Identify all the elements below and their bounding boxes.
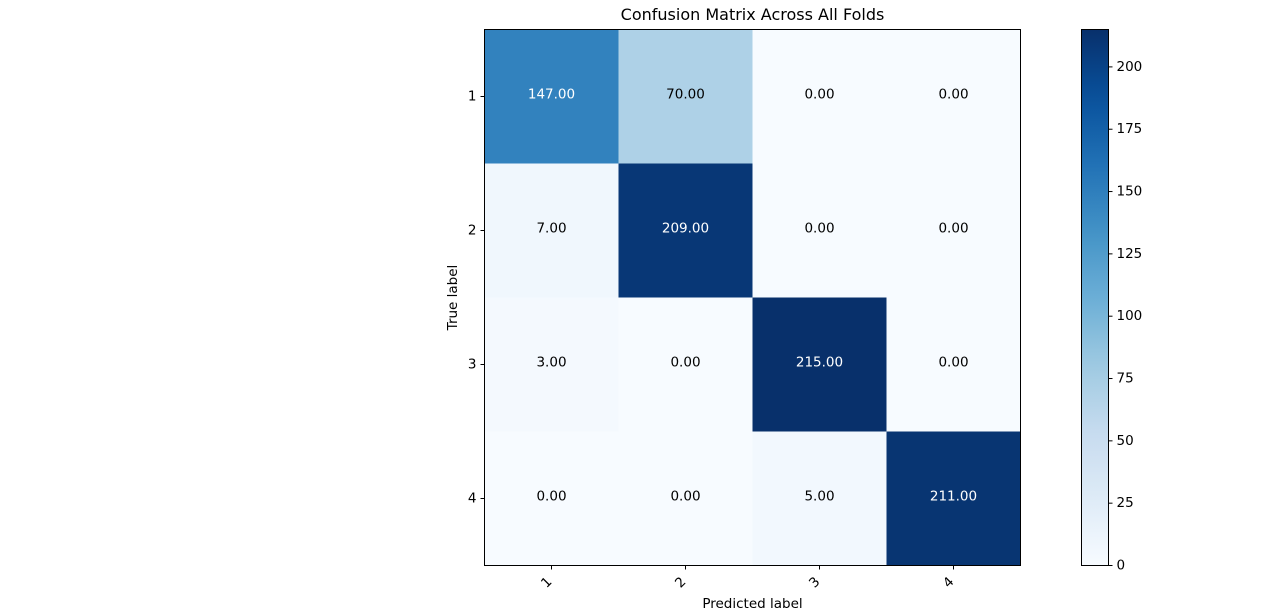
cell-value-label: 0.00 [670, 489, 700, 505]
cell-value-label: 5.00 [804, 489, 834, 505]
heatmap-cell [752, 29, 887, 164]
heatmap-cell [484, 29, 619, 164]
cell-value-label: 0.00 [938, 87, 968, 103]
colorbar-tick-label: 50 [1117, 433, 1134, 449]
heatmap-cell [484, 297, 619, 432]
x-tick-label: 1 [538, 574, 555, 591]
y-axis-ticks: 1 2 3 4 [468, 89, 485, 507]
colorbar-tick-label: 25 [1117, 495, 1134, 511]
colorbar-tick-label: 0 [1117, 558, 1126, 574]
heatmap-cell [752, 431, 887, 566]
colorbar [1081, 29, 1109, 566]
colorbar-ticks: 0 25 50 75 100 125 150 175 200 [1108, 59, 1143, 574]
colorbar-tick-label: 150 [1117, 184, 1143, 200]
heatmap-cell [484, 163, 619, 298]
colorbar-tick-label: 75 [1117, 371, 1134, 387]
heatmap-cell [618, 29, 753, 164]
heatmap-cell [618, 163, 753, 298]
cell-value-label: 209.00 [662, 221, 709, 237]
cell-value-label: 0.00 [938, 221, 968, 237]
colorbar-tick-label: 200 [1117, 59, 1143, 75]
cell-value-label: 7.00 [536, 221, 566, 237]
y-tick-label: 4 [468, 491, 477, 507]
heatmap-cell [752, 163, 887, 298]
cell-value-label: 0.00 [804, 87, 834, 103]
cell-value-labels: 147.00 70.00 0.00 0.00 7.00 209.00 0.00 0.00 3.0… [528, 87, 977, 505]
cell-value-label: 147.00 [528, 87, 575, 103]
y-axis-label: True label [445, 265, 461, 332]
heatmap-cells [484, 29, 1021, 566]
x-axis-ticks: 1 2 3 4 [538, 565, 957, 591]
x-tick-label: 2 [672, 574, 689, 591]
cell-value-label: 0.00 [536, 489, 566, 505]
cell-value-label: 215.00 [796, 355, 843, 371]
heatmap-cell [752, 297, 887, 432]
cell-value-label: 0.00 [938, 355, 968, 371]
heatmap-cell [618, 297, 753, 432]
cell-value-label: 70.00 [666, 87, 705, 103]
x-axis-label: Predicted label [702, 596, 802, 612]
heatmap-cell [484, 431, 619, 566]
y-tick-label: 3 [468, 357, 477, 373]
cell-value-label: 0.00 [804, 221, 834, 237]
heatmap-cell [886, 163, 1021, 298]
x-tick-label: 3 [806, 574, 823, 591]
chart-title: Confusion Matrix Across All Folds [621, 5, 885, 24]
heatmap-cell [886, 297, 1021, 432]
heatmap-cell [618, 431, 753, 566]
y-tick-label: 1 [468, 89, 477, 105]
cell-value-label: 0.00 [670, 355, 700, 371]
cell-value-label: 211.00 [930, 489, 977, 505]
x-tick-label: 4 [940, 574, 957, 591]
colorbar-tick-label: 100 [1117, 308, 1143, 324]
heatmap-cell [886, 29, 1021, 164]
colorbar-tick-label: 125 [1117, 246, 1143, 262]
colorbar-tick-label: 175 [1117, 121, 1143, 137]
cell-value-label: 3.00 [536, 355, 566, 371]
colorbar-frame [1081, 29, 1109, 566]
plot-frame [484, 29, 1021, 566]
heatmap-cell [886, 431, 1021, 566]
y-tick-label: 2 [468, 223, 477, 239]
